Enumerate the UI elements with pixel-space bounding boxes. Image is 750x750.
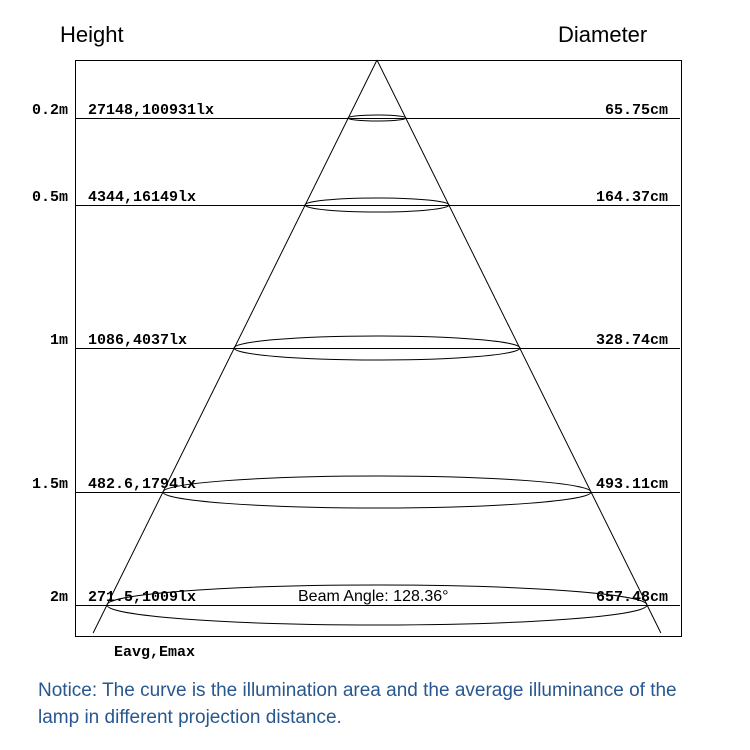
- diameter-value: 657.48cm: [578, 589, 668, 606]
- diameter-value: 65.75cm: [578, 102, 668, 119]
- height-value: 2m: [18, 589, 68, 606]
- eavg-caption: Eavg,Emax: [114, 644, 195, 661]
- eavg-value: 4344,16149lx: [88, 189, 196, 206]
- height-value: 0.2m: [18, 102, 68, 119]
- notice-text: Notice: The curve is the illumination ar…: [38, 678, 718, 731]
- diameter-value: 164.37cm: [578, 189, 668, 206]
- eavg-value: 27148,100931lx: [88, 102, 214, 119]
- diameter-value: 328.74cm: [578, 332, 668, 349]
- height-value: 1.5m: [18, 476, 68, 493]
- height-value: 1m: [18, 332, 68, 349]
- eavg-value: 1086,4037lx: [88, 332, 187, 349]
- eavg-value: 482.6,1794lx: [88, 476, 196, 493]
- diameter-value: 493.11cm: [578, 476, 668, 493]
- height-value: 0.5m: [18, 189, 68, 206]
- eavg-value: 271.5,1009lx: [88, 589, 196, 606]
- beam-angle-label: Beam Angle: 128.36°: [298, 588, 449, 606]
